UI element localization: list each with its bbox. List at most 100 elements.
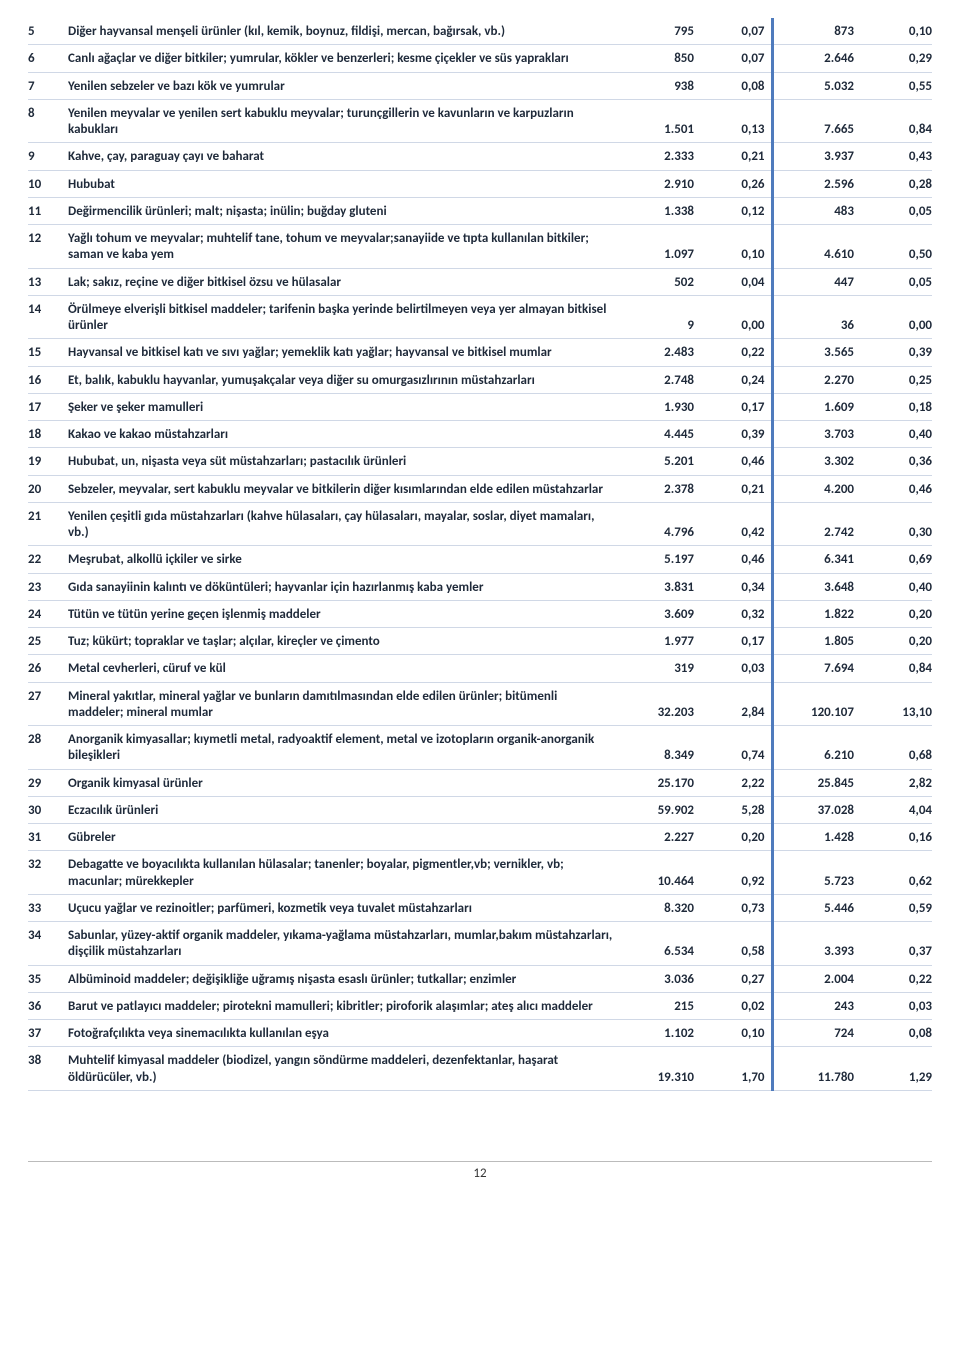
value-3: 4.610	[772, 225, 860, 269]
value-1: 6.534	[622, 922, 700, 966]
value-4: 0,16	[860, 824, 932, 851]
row-description: Et, balık, kabuklu hayvanlar, yumuşakçal…	[64, 366, 622, 393]
value-1: 59.902	[622, 796, 700, 823]
value-2: 0,10	[700, 1020, 772, 1047]
table-row: 23Gıda sanayiinin kalıntı ve döküntüleri…	[28, 573, 932, 600]
value-4: 0,25	[860, 366, 932, 393]
table-row: 16Et, balık, kabuklu hayvanlar, yumuşakç…	[28, 366, 932, 393]
value-3: 2.596	[772, 170, 860, 197]
row-description: Barut ve patlayıcı maddeler; pirotekni m…	[64, 992, 622, 1019]
value-3: 5.723	[772, 851, 860, 895]
value-1: 1.930	[622, 393, 700, 420]
row-description: Uçucu yağlar ve rezinoitler; parfümeri, …	[64, 894, 622, 921]
table-row: 9Kahve, çay, paraguay çayı ve baharat2.3…	[28, 143, 932, 170]
value-1: 502	[622, 268, 700, 295]
row-description: Örülmeye elverişli bitkisel maddeler; ta…	[64, 295, 622, 339]
value-2: 0,20	[700, 824, 772, 851]
row-number: 17	[28, 393, 64, 420]
value-4: 0,39	[860, 339, 932, 366]
value-1: 3.831	[622, 573, 700, 600]
value-1: 8.349	[622, 726, 700, 770]
value-4: 0,10	[860, 18, 932, 45]
row-description: Tuz; kükürt; topraklar ve taşlar; alçıla…	[64, 628, 622, 655]
value-1: 938	[622, 72, 700, 99]
value-2: 0,74	[700, 726, 772, 770]
value-3: 1.822	[772, 600, 860, 627]
value-1: 32.203	[622, 682, 700, 726]
page-number: 12	[28, 1161, 932, 1181]
value-2: 0,00	[700, 295, 772, 339]
value-1: 1.097	[622, 225, 700, 269]
value-1: 19.310	[622, 1047, 700, 1091]
value-1: 850	[622, 45, 700, 72]
value-3: 3.703	[772, 421, 860, 448]
row-description: Gübreler	[64, 824, 622, 851]
value-2: 0,13	[700, 99, 772, 143]
value-4: 0,22	[860, 965, 932, 992]
row-number: 9	[28, 143, 64, 170]
row-description: Hububat, un, nişasta veya süt müstahzarl…	[64, 448, 622, 475]
row-number: 15	[28, 339, 64, 366]
value-4: 0,84	[860, 655, 932, 682]
value-2: 2,84	[700, 682, 772, 726]
value-4: 1,29	[860, 1047, 932, 1091]
value-2: 0,22	[700, 339, 772, 366]
row-number: 22	[28, 546, 64, 573]
value-3: 5.446	[772, 894, 860, 921]
table-row: 26Metal cevherleri, cüruf ve kül3190,037…	[28, 655, 932, 682]
row-number: 5	[28, 18, 64, 45]
value-1: 25.170	[622, 769, 700, 796]
value-3: 120.107	[772, 682, 860, 726]
row-number: 6	[28, 45, 64, 72]
data-table: 5Diğer hayvansal menşeli ürünler (kıl, k…	[28, 18, 932, 1091]
value-4: 0,69	[860, 546, 932, 573]
value-3: 7.665	[772, 99, 860, 143]
row-description: Değirmencilik ürünleri; malt; nişasta; i…	[64, 197, 622, 224]
row-number: 26	[28, 655, 64, 682]
value-3: 2.270	[772, 366, 860, 393]
value-4: 0,46	[860, 475, 932, 502]
value-2: 0,21	[700, 143, 772, 170]
row-description: Kakao ve kakao müstahzarları	[64, 421, 622, 448]
value-1: 2.227	[622, 824, 700, 851]
value-2: 0,27	[700, 965, 772, 992]
value-3: 2.004	[772, 965, 860, 992]
table-row: 34Sabunlar, yüzey-aktif organik maddeler…	[28, 922, 932, 966]
document-page: 5Diğer hayvansal menşeli ürünler (kıl, k…	[0, 0, 960, 1201]
row-description: Yenilen sebzeler ve bazı kök ve yumrular	[64, 72, 622, 99]
value-4: 0,84	[860, 99, 932, 143]
value-4: 0,20	[860, 628, 932, 655]
table-row: 10Hububat2.9100,262.5960,28	[28, 170, 932, 197]
value-2: 0,10	[700, 225, 772, 269]
row-description: Kahve, çay, paraguay çayı ve baharat	[64, 143, 622, 170]
value-1: 3.609	[622, 600, 700, 627]
row-number: 35	[28, 965, 64, 992]
value-3: 3.937	[772, 143, 860, 170]
row-number: 7	[28, 72, 64, 99]
value-3: 2.646	[772, 45, 860, 72]
row-number: 13	[28, 268, 64, 295]
row-number: 28	[28, 726, 64, 770]
row-number: 32	[28, 851, 64, 895]
value-3: 724	[772, 1020, 860, 1047]
value-3: 37.028	[772, 796, 860, 823]
row-description: Muhtelif kimyasal maddeler (biodizel, ya…	[64, 1047, 622, 1091]
row-number: 16	[28, 366, 64, 393]
value-2: 0,08	[700, 72, 772, 99]
value-4: 0,55	[860, 72, 932, 99]
value-1: 2.378	[622, 475, 700, 502]
row-description: Mineral yakıtlar, mineral yağlar ve bunl…	[64, 682, 622, 726]
value-2: 0,46	[700, 546, 772, 573]
table-row: 11Değirmencilik ürünleri; malt; nişasta;…	[28, 197, 932, 224]
value-4: 0,50	[860, 225, 932, 269]
value-3: 2.742	[772, 502, 860, 546]
value-3: 36	[772, 295, 860, 339]
value-1: 1.501	[622, 99, 700, 143]
value-4: 13,10	[860, 682, 932, 726]
value-2: 0,17	[700, 628, 772, 655]
row-number: 38	[28, 1047, 64, 1091]
value-4: 0,08	[860, 1020, 932, 1047]
row-description: Sabunlar, yüzey-aktif organik maddeler, …	[64, 922, 622, 966]
value-1: 8.320	[622, 894, 700, 921]
value-3: 243	[772, 992, 860, 1019]
